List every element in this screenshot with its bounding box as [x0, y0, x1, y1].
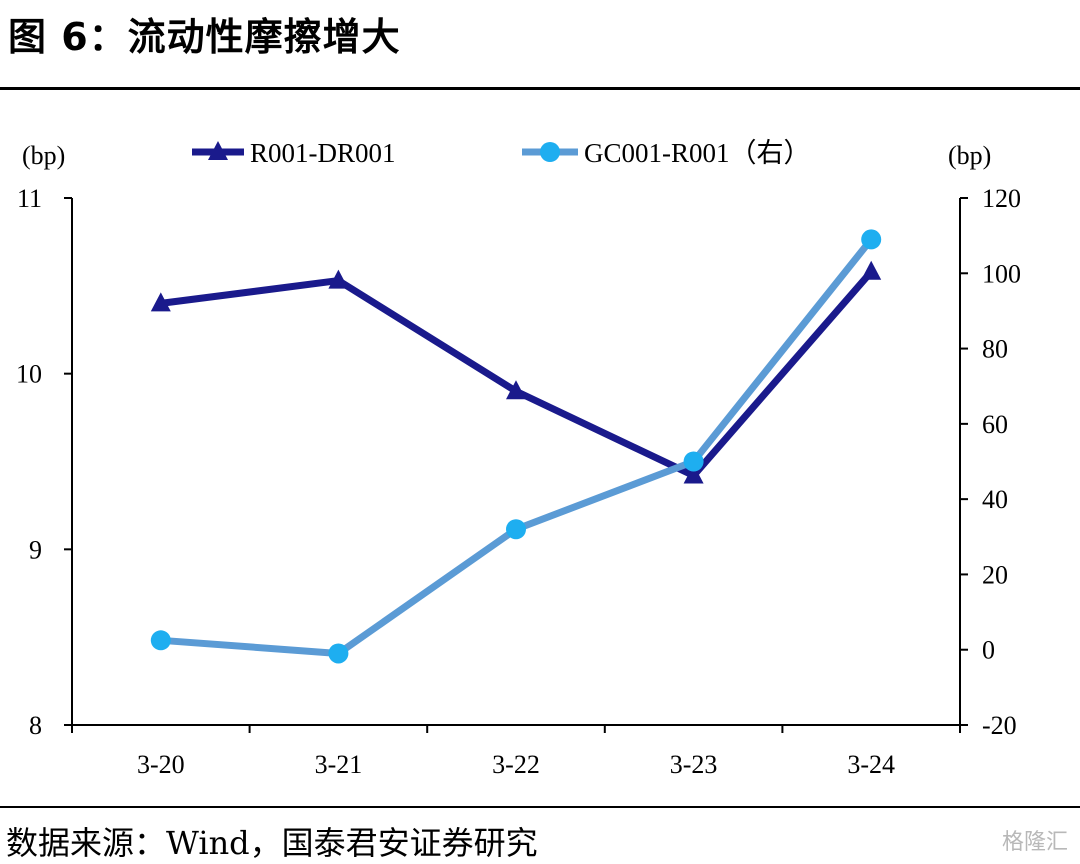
- series-marker-circle: [328, 643, 349, 664]
- series-marker-triangle: [506, 380, 526, 400]
- right-tick-label: 20: [982, 560, 1008, 589]
- right-tick-label: 60: [982, 410, 1008, 439]
- series-marker-triangle: [150, 292, 171, 312]
- source-note: 数据来源：Wind，国泰君安证券研究: [6, 824, 538, 862]
- legend-label-0: R001-DR001: [250, 138, 396, 168]
- right-tick-label: 80: [982, 335, 1008, 364]
- watermark-logo: 格隆汇: [1001, 830, 1068, 855]
- right-tick-label: 0: [982, 636, 995, 665]
- line-chart: 8 9 10 11 -20 0 20 40 60 80 100 120 3-20 3-21 3-22 3-23…: [16, 138, 1021, 779]
- x-tick-label: 3-21: [315, 750, 363, 779]
- series-marker-circle: [683, 451, 704, 472]
- chart-title: 图 6：流动性摩擦增大: [8, 15, 401, 59]
- series-marker-triangle: [683, 464, 704, 484]
- x-tick-label: 3-22: [492, 750, 540, 779]
- series-marker-triangle: [861, 260, 882, 280]
- left-axis-unit: (bp): [22, 141, 65, 170]
- series-line-1: [157, 235, 875, 657]
- right-axis-unit: (bp): [948, 141, 991, 170]
- series-marker-circle: [150, 630, 171, 651]
- right-tick-label: 40: [982, 485, 1008, 514]
- legend-marker-triangle: [208, 141, 228, 160]
- series-marker-triangle: [328, 269, 349, 289]
- right-tick-label: -20: [982, 711, 1017, 740]
- left-tick-label: 11: [17, 184, 42, 213]
- series-marker-circle: [506, 519, 526, 540]
- legend-marker-circle: [540, 142, 560, 162]
- x-tick-label: 3-24: [847, 750, 895, 779]
- left-tick-label: 10: [16, 360, 42, 389]
- series-marker-circle: [861, 229, 882, 250]
- x-tick-label: 3-20: [137, 750, 185, 779]
- bottom-rule: [0, 806, 1080, 808]
- left-tick-label: 9: [29, 535, 42, 564]
- top-rule: [0, 87, 1080, 90]
- right-tick-label: 120: [982, 184, 1021, 213]
- x-tick-label: 3-23: [670, 750, 718, 779]
- left-tick-label: 8: [29, 711, 42, 740]
- right-tick-label: 100: [982, 259, 1021, 288]
- legend-label-1: GC001-R001（右）: [584, 138, 811, 168]
